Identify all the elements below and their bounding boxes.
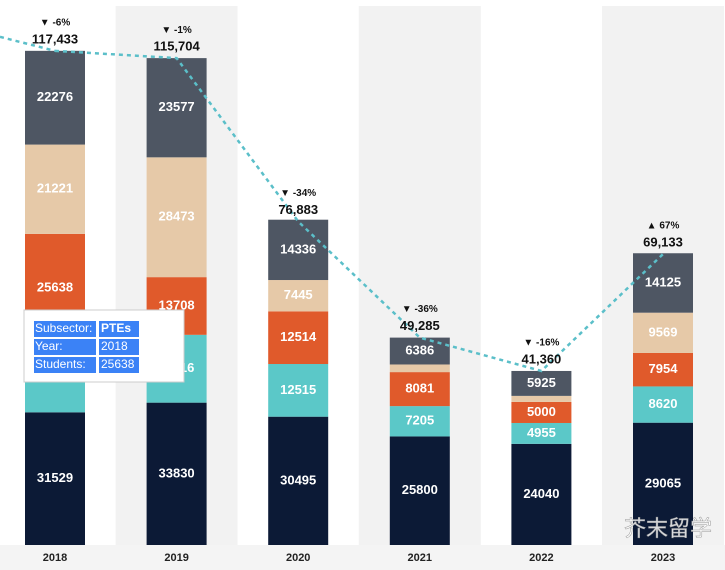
tooltip-value: PTEs [101, 321, 131, 335]
bar-segment [389, 406, 450, 437]
change-label: ▲ 67% [647, 221, 680, 232]
watermark: 芥末留学 [624, 516, 712, 541]
bar-segment [389, 372, 450, 407]
bar-segment [25, 144, 85, 234]
segment-label: 7445 [284, 287, 313, 302]
segment-label: 5000 [527, 404, 556, 419]
total-label: 41,360 [522, 351, 562, 366]
segment-label: 33830 [159, 465, 195, 480]
tooltip-highlight [99, 321, 139, 337]
x-tick-label: 2019 [164, 552, 188, 564]
change-label: ▼ -6% [40, 17, 71, 28]
segment-label: 14125 [645, 274, 681, 289]
tooltip: Subsector: PTEs Year: 2018 Students: 25638 [23, 309, 185, 383]
segment-label: 7205 [405, 413, 434, 428]
segment-label: 25800 [402, 482, 438, 497]
x-tick-label: 2018 [43, 552, 67, 564]
segment-label: 4955 [527, 425, 556, 440]
tooltip-key: Year: [35, 339, 63, 353]
total-label: 115,704 [153, 39, 200, 54]
segment-label: 12515 [280, 382, 316, 397]
change-label: ▼ -1% [161, 25, 192, 36]
bar-segment [146, 157, 207, 278]
segment-label: 31529 [37, 470, 73, 485]
bar-segment [633, 352, 693, 387]
change-label: ▼ -34% [280, 188, 316, 199]
x-tick-label: 2023 [651, 552, 675, 564]
tooltip-highlight [99, 339, 139, 355]
segment-label: 29065 [645, 475, 681, 490]
bar-segment [511, 443, 572, 545]
segment-label: 14336 [280, 241, 316, 256]
bar-segment [146, 402, 207, 545]
segment-label: 8620 [649, 396, 678, 411]
tooltip-highlight [34, 357, 96, 373]
tooltip-highlight [99, 357, 139, 373]
tooltip-key: Students: [35, 357, 86, 371]
x-tick-label: 2020 [286, 552, 310, 564]
segment-label: 7954 [649, 361, 679, 376]
tooltip-value: 2018 [101, 339, 128, 353]
bar-segment [268, 416, 329, 545]
segment-label: 6386 [405, 342, 434, 357]
total-label: 69,133 [643, 235, 683, 250]
segment-label: 8081 [405, 381, 434, 396]
bar-segment [633, 312, 693, 353]
change-label: ▼ -36% [402, 304, 438, 315]
bar-segment [511, 422, 572, 444]
segment-label: 25638 [37, 279, 73, 294]
segment-label: 5925 [527, 375, 556, 390]
bar-segment [25, 412, 85, 545]
total-label: 49,285 [400, 318, 440, 333]
bar-segment [633, 422, 693, 545]
segment-label: 13708 [159, 297, 195, 312]
bar-segment [25, 50, 85, 145]
total-line [54, 49, 664, 373]
bar-segment [633, 253, 693, 313]
tooltip-value: 25638 [101, 357, 135, 371]
bar-segment [389, 436, 450, 545]
segment-label: 23577 [159, 99, 195, 114]
segment-label: 9569 [649, 324, 678, 339]
bar-segment [268, 364, 329, 417]
segment-label: 21221 [37, 181, 73, 196]
bar-segment [511, 395, 572, 402]
tooltip-highlight [34, 321, 96, 337]
bar-segment [146, 58, 207, 158]
total-label: 117,433 [32, 31, 78, 46]
segment-label: 30495 [280, 472, 316, 487]
bar-segment [268, 219, 329, 281]
bar-segment [633, 386, 693, 423]
bar-segment [511, 370, 572, 396]
change-label: ▼ -16% [523, 338, 559, 349]
segment-label: 22276 [37, 89, 73, 104]
segment-label: 24040 [523, 486, 559, 501]
bar-segment [389, 364, 450, 373]
total-label: 76,883 [278, 202, 318, 217]
tooltip-key: Subsector: [35, 321, 92, 335]
bar-segment [268, 311, 329, 365]
bar-segment [511, 401, 572, 423]
segment-label: 12514 [280, 329, 317, 344]
segment-label: 28473 [159, 209, 195, 224]
x-axis-strip [0, 545, 725, 570]
x-tick-label: 2021 [408, 552, 432, 564]
total-line-lead [0, 35, 56, 53]
bar-segment [268, 280, 329, 312]
tooltip-highlight [34, 339, 96, 355]
x-tick-label: 2022 [529, 552, 553, 564]
